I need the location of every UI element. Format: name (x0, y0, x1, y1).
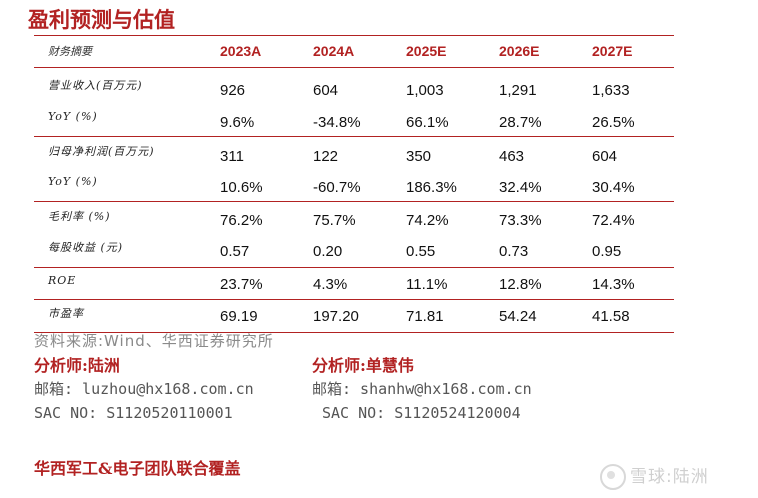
watermark: 雪球:陆洲 (600, 462, 709, 490)
row-group-rule (34, 201, 674, 202)
table-cell: 75.7% (313, 212, 356, 229)
row-group-rule (34, 299, 674, 300)
table-cell: 28.7% (499, 114, 542, 131)
table-cell: 11.1% (406, 276, 448, 293)
table-cell: 32.4% (499, 179, 542, 196)
table-cell: 0.55 (406, 243, 436, 260)
row-group-rule (34, 267, 674, 268)
row-label: 市盈率 (48, 307, 84, 320)
table-cell: 69.19 (220, 308, 258, 325)
table-cell: 23.7% (220, 276, 263, 293)
table-cell: 0.95 (592, 243, 622, 260)
table-cell: 1,633 (592, 82, 630, 99)
row-label: YoY (%) (48, 110, 98, 123)
table-cell: 10.6% (220, 179, 263, 196)
page-title: 盈利预测与估值 (28, 7, 175, 32)
data-source-note: 资料来源:Wind、华西证券研究所 (34, 332, 274, 350)
table-cell: 30.4% (592, 179, 635, 196)
table-cell: 604 (592, 148, 618, 165)
table-cell: 463 (499, 148, 525, 165)
analyst-sac-number: SAC NO: S1120520110001 (34, 404, 233, 422)
row-label: ROE (48, 274, 77, 287)
analyst-sac-number: SAC NO: S1120524120004 (322, 404, 521, 422)
row-label: 归母净利润(百万元) (48, 145, 155, 158)
table-cell: 1,291 (499, 82, 537, 99)
table-cell: 26.5% (592, 114, 635, 131)
table-cell: 72.4% (592, 212, 635, 229)
row-label: 营业收入(百万元) (48, 79, 143, 92)
table-top-rule (34, 35, 674, 36)
analyst-email: 邮箱: shanhw@hx168.com.cn (312, 380, 532, 398)
year-header: 2024A (313, 43, 355, 59)
table-cell: 4.3% (313, 276, 348, 293)
table-cell: 311 (220, 148, 244, 165)
table-cell: -60.7% (313, 179, 361, 196)
header-rule (34, 67, 674, 68)
row-label: 每股收益 (元) (48, 241, 124, 254)
team-coverage-note: 华西军工&电子团队联合覆盖 (34, 459, 241, 478)
table-cell: -34.8% (313, 114, 361, 131)
year-header: 2026E (499, 43, 540, 59)
table-cell: 186.3% (406, 179, 457, 196)
table-cell: 14.3% (592, 276, 635, 293)
watermark-text: 雪球:陆洲 (630, 467, 709, 487)
row-group-rule (34, 136, 674, 137)
table-cell: 76.2% (220, 212, 263, 229)
table-cell: 926 (220, 82, 246, 99)
table-cell: 0.57 (220, 243, 250, 260)
table-cell: 66.1% (406, 114, 449, 131)
row-label: YoY (%) (48, 175, 98, 188)
year-header: 2023A (220, 43, 262, 59)
row-label: 毛利率 (%) (48, 210, 111, 223)
table-cell: 41.58 (592, 308, 630, 325)
header-label: 财务摘要 (48, 45, 92, 58)
analyst-email: 邮箱: luzhou@hx168.com.cn (34, 380, 254, 398)
year-header: 2025E (406, 43, 447, 59)
table-cell: 74.2% (406, 212, 449, 229)
table-cell: 0.20 (313, 243, 343, 260)
year-header: 2027E (592, 43, 633, 59)
table-cell: 1,003 (406, 82, 444, 99)
table-cell: 54.24 (499, 308, 537, 325)
table-cell: 122 (313, 148, 339, 165)
snowball-logo-icon (600, 464, 626, 490)
analyst-name: 分析师:单慧伟 (312, 356, 414, 375)
table-cell: 197.20 (313, 308, 359, 325)
table-cell: 71.81 (406, 308, 444, 325)
table-cell: 604 (313, 82, 339, 99)
table-cell: 350 (406, 148, 432, 165)
table-cell: 9.6% (220, 114, 255, 131)
analyst-name: 分析师:陆洲 (34, 356, 120, 375)
table-cell: 73.3% (499, 212, 542, 229)
table-cell: 0.73 (499, 243, 529, 260)
table-cell: 12.8% (499, 276, 542, 293)
table-bottom-rule (34, 332, 674, 333)
